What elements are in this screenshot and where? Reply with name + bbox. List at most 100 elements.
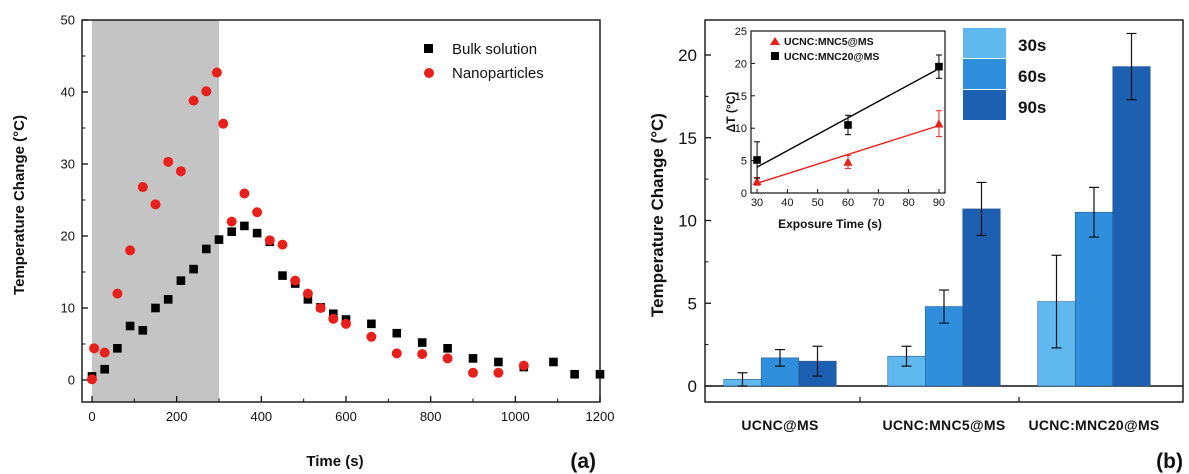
inset-points xyxy=(752,54,944,186)
inset-x-axis-label: Exposure Time (s) xyxy=(778,217,882,231)
legend-marker-bulk xyxy=(424,44,433,53)
bulk-solution-point xyxy=(138,326,148,335)
y-tick-label: 0 xyxy=(688,377,697,396)
x-axis-label: Time (s) xyxy=(306,453,363,470)
bulk-solution-point xyxy=(367,319,376,329)
nanoparticles-point xyxy=(201,86,212,97)
y-tick-label: 20 xyxy=(61,229,75,244)
y-tick-label: 30 xyxy=(61,157,75,172)
nanoparticles-point xyxy=(252,207,263,218)
category-label: UCNC:MNC5@MS xyxy=(882,417,1005,433)
y-axis-label: Temperature Change (°C) xyxy=(648,113,667,317)
inset-x-ticks: 30 40 50 60 70 80 90 xyxy=(751,189,945,209)
inset-frame xyxy=(750,30,946,194)
inset-x-tick-label: 80 xyxy=(903,197,915,209)
nanoparticles-point xyxy=(188,95,199,106)
x-tick-label: 1200 xyxy=(586,409,615,424)
inset-x-tick-label: 90 xyxy=(933,197,945,209)
bulk-solution-point xyxy=(214,235,224,244)
legend-swatch-30s xyxy=(963,28,1006,58)
bulk-solution-point xyxy=(189,264,198,274)
x-axis-ticks: UCNC@MS UCNC:MNC5@MS UCNC:MNC20@MS xyxy=(741,397,1159,433)
bulk-solution-point xyxy=(113,344,122,353)
nanoparticles-point xyxy=(518,360,529,371)
y-axis-ticks: 0 5 10 15 20 xyxy=(678,46,711,396)
nanoparticles-point xyxy=(468,367,478,378)
y-tick-label: 0 xyxy=(68,373,75,388)
inset-y-tick-label: 20 xyxy=(735,58,747,70)
inset-triangle-point xyxy=(843,157,853,166)
bulk-solution-point xyxy=(176,276,186,285)
bulk-solution-point xyxy=(494,357,503,367)
inset-legend-marker-mnc5 xyxy=(770,37,780,45)
nanoparticles-point xyxy=(175,166,186,177)
x-tick-label: 400 xyxy=(250,409,272,424)
legend-label-bulk: Bulk solution xyxy=(452,41,537,58)
panel-label-b: (b) xyxy=(1156,450,1183,473)
category-label: UCNC@MS xyxy=(741,417,818,433)
error-bars xyxy=(737,32,1137,387)
y-tick-label: 50 xyxy=(61,13,75,28)
bulk-solution-point xyxy=(329,309,338,319)
x-axis-ticks: 0 200 400 600 800 1000 1200 xyxy=(88,396,614,424)
y-tick-label: 10 xyxy=(678,212,697,231)
legend-swatch-60s xyxy=(963,59,1006,89)
bulk-solution-point xyxy=(443,344,452,353)
legend-label-nanoparticles: Nanoparticles xyxy=(452,65,544,82)
nanoparticles-point xyxy=(218,118,229,129)
legend-label-30s: 30s xyxy=(1018,36,1046,55)
bulk-solution-point xyxy=(125,321,135,331)
nanoparticles-point xyxy=(290,275,301,286)
nanoparticles-point xyxy=(163,156,174,167)
bulk-solution-point xyxy=(392,328,402,338)
bulk-solution-point xyxy=(549,357,558,367)
bulk-solution-point xyxy=(417,338,427,347)
inset-square-point xyxy=(753,156,761,164)
inset-square-point xyxy=(844,121,852,129)
inset-x-tick-label: 40 xyxy=(781,197,793,209)
nanoparticles-point xyxy=(89,343,100,354)
x-tick-label: 800 xyxy=(420,409,442,424)
x-tick-label: 0 xyxy=(88,409,95,424)
nanoparticles-point xyxy=(366,331,377,342)
legend-marker-nanoparticles xyxy=(424,68,434,78)
plot-frame xyxy=(81,19,601,403)
nanoparticles-point xyxy=(264,235,275,246)
nanoparticles-point xyxy=(99,347,110,358)
bulk-solution-point xyxy=(570,369,579,379)
panel-b-bar-chart: 0 5 10 15 20 UCNC@MS UCNC:MNC5@MS UCNC:MNC20@M… xyxy=(648,19,1184,473)
nanoparticles-point xyxy=(226,216,237,227)
inset-y-axis-label: ΔT (°C) xyxy=(724,92,738,133)
shaded-heating-region xyxy=(92,20,219,402)
inset-y-tick-label: 0 xyxy=(741,188,747,200)
bulk-solution-point xyxy=(468,354,478,363)
nanoparticles-point xyxy=(328,313,339,324)
bulk-solution-point xyxy=(163,295,173,304)
nanoparticles-point xyxy=(211,67,222,78)
bulk-solution-point xyxy=(202,244,211,254)
nanoparticles-point xyxy=(125,245,136,256)
inset-x-tick-label: 60 xyxy=(842,197,854,209)
nanoparticles-point xyxy=(87,374,97,385)
y-axis-ticks: 0 10 20 30 40 50 xyxy=(61,13,88,388)
nanoparticles-point xyxy=(417,349,428,360)
bulk-solution-point xyxy=(240,221,249,231)
y-axis-label: Temperature Change (°C) xyxy=(11,115,28,295)
inset-y-tick-label: 10 xyxy=(735,123,747,135)
y-tick-label: 40 xyxy=(61,85,75,100)
nanoparticles-point xyxy=(302,288,313,299)
legend-swatch-90s xyxy=(963,90,1006,120)
panel-a-scatter-chart: 0 10 20 30 40 50 0 200 400 600 800 1000 1200 Temper… xyxy=(11,13,614,474)
panel-label-a: (a) xyxy=(570,450,596,473)
nanoparticles-point xyxy=(315,303,326,313)
bulk-solution-point xyxy=(227,227,236,236)
nanoparticles-point xyxy=(112,288,123,299)
nanoparticles-point xyxy=(239,188,250,199)
y-tick-label: 10 xyxy=(61,301,75,316)
inset-legend-label-mnc20: UCNC:MNC20@MS xyxy=(784,51,879,63)
bulk-solution-point xyxy=(151,303,160,313)
x-tick-label: 1000 xyxy=(501,409,530,424)
inset-legend: UCNC:MNC5@MS UCNC:MNC20@MS xyxy=(770,36,879,63)
x-tick-label: 200 xyxy=(166,409,188,424)
